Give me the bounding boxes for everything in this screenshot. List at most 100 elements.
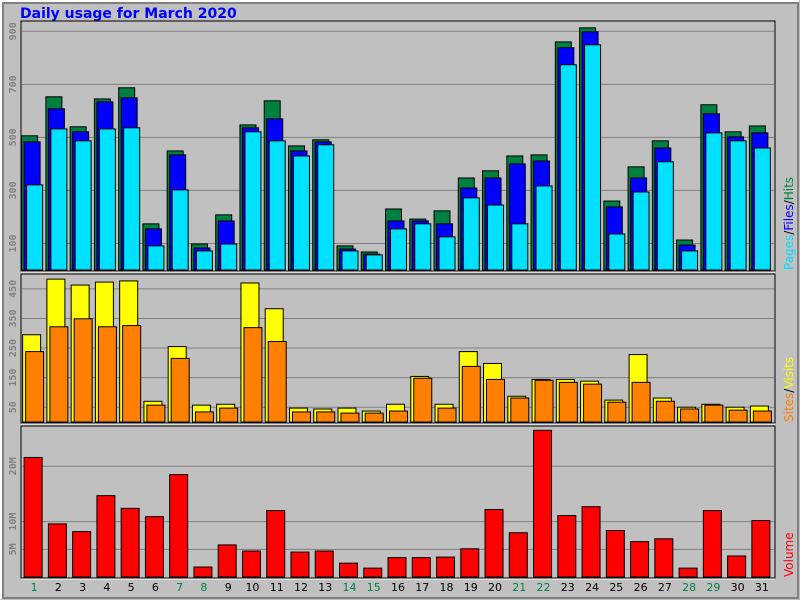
bar <box>630 541 650 578</box>
bar <box>241 550 261 578</box>
bar <box>390 228 407 271</box>
bar <box>559 64 577 271</box>
bar <box>120 507 140 578</box>
bar <box>290 551 310 578</box>
bar <box>268 140 286 271</box>
bar <box>437 407 457 423</box>
x-tick-label: 27 <box>658 581 672 594</box>
legend-separator: / <box>782 199 796 204</box>
bar <box>631 381 651 423</box>
bar <box>583 383 603 423</box>
bar <box>438 236 456 271</box>
y-tick-label: 10M <box>8 513 19 531</box>
bar <box>557 515 577 578</box>
bar <box>654 538 674 578</box>
bar <box>363 567 383 578</box>
bar <box>728 409 748 423</box>
bar <box>655 400 675 423</box>
legend: Sites/Visits <box>782 357 796 422</box>
x-tick-label: 2 <box>55 581 62 594</box>
bar <box>365 254 383 271</box>
x-tick-label: 15 <box>367 581 381 594</box>
legend-entry: Volume <box>782 532 796 577</box>
bar <box>47 523 67 578</box>
bar <box>341 250 359 271</box>
legend: Volume <box>782 532 796 577</box>
bar <box>607 401 627 423</box>
bar <box>266 510 286 578</box>
x-tick-label: 26 <box>634 581 648 594</box>
y-tick-label: 450 <box>8 280 19 298</box>
x-tick-label: 7 <box>176 581 183 594</box>
x-tick-label: 1 <box>31 581 38 594</box>
x-tick-label: 5 <box>128 581 135 594</box>
bar <box>26 184 44 271</box>
bar <box>510 397 530 423</box>
bar <box>220 243 238 271</box>
y-tick-label: 500 <box>8 128 19 146</box>
x-tick-label: 11 <box>270 581 284 594</box>
x-tick-label: 3 <box>79 581 86 594</box>
bar <box>436 556 456 578</box>
bar <box>581 506 601 578</box>
y-tick-label: 150 <box>8 369 19 387</box>
bar <box>291 411 311 423</box>
y-tick-label: 700 <box>8 75 19 93</box>
bar <box>123 127 141 271</box>
x-tick-label: 31 <box>755 581 769 594</box>
bar <box>462 197 480 271</box>
bar <box>97 326 117 423</box>
x-tick-label: 28 <box>682 581 696 594</box>
x-tick-label: 4 <box>103 581 110 594</box>
bar <box>680 408 700 423</box>
bar <box>534 379 554 423</box>
bar <box>147 245 165 271</box>
x-tick-label: 17 <box>415 581 429 594</box>
x-tick-label: 6 <box>152 581 159 594</box>
bar <box>460 548 480 578</box>
bar <box>727 555 747 578</box>
bar <box>144 516 164 578</box>
bar <box>486 378 506 423</box>
x-tick-label: 30 <box>731 581 745 594</box>
x-tick-label: 14 <box>342 581 356 594</box>
bar <box>338 562 358 578</box>
bar <box>389 410 408 423</box>
y-tick-label: 20M <box>8 457 19 475</box>
bar <box>122 325 142 423</box>
bar <box>193 566 213 578</box>
y-tick-label: 100 <box>8 234 19 252</box>
y-tick-label: 5M <box>8 543 19 555</box>
bar <box>243 327 263 423</box>
bar <box>705 132 723 271</box>
bar <box>387 557 407 578</box>
bar <box>314 550 334 578</box>
bar <box>169 474 189 578</box>
bar <box>484 508 504 578</box>
bar <box>292 155 310 271</box>
x-tick-label: 23 <box>561 581 575 594</box>
legend-entry: Visits <box>782 357 796 389</box>
bar <box>146 404 166 423</box>
bar <box>267 341 287 423</box>
bar <box>25 351 45 423</box>
bar <box>340 412 360 423</box>
x-tick-label: 22 <box>537 581 551 594</box>
x-tick-label: 10 <box>245 581 259 594</box>
x-tick-label: 9 <box>225 581 232 594</box>
y-tick-label: 900 <box>8 22 19 40</box>
bar <box>535 185 553 271</box>
bar <box>50 128 68 271</box>
x-tick-label: 20 <box>488 581 502 594</box>
bar <box>608 233 626 271</box>
bar <box>678 567 698 578</box>
x-tick-label: 12 <box>294 581 308 594</box>
bar <box>461 365 481 423</box>
y-tick-label: 250 <box>8 339 19 357</box>
legend-entry: Pages <box>782 235 796 270</box>
bar <box>681 250 699 271</box>
bar <box>364 412 384 423</box>
legend-separator: / <box>782 388 796 393</box>
bar <box>632 191 650 271</box>
